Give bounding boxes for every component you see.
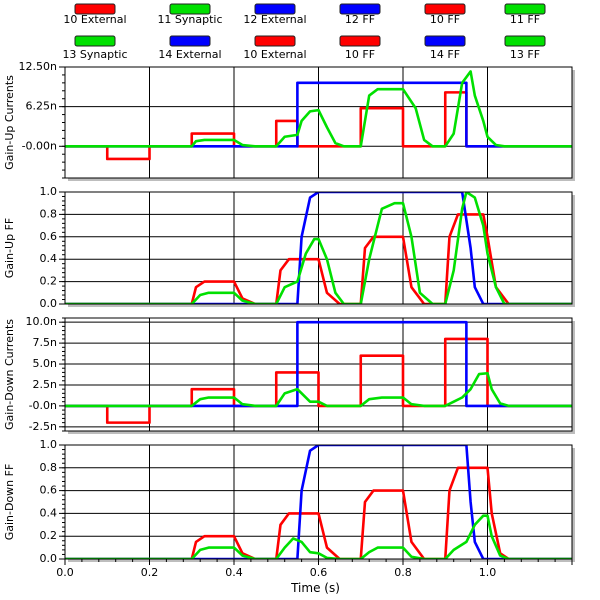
series-line (65, 445, 572, 559)
legend-label: 13 FF (510, 48, 540, 61)
legend-label: 12 External (243, 13, 306, 26)
y-tick-label: 0.4 (40, 506, 58, 519)
y-tick-label: 0.2 (40, 275, 58, 288)
x-tick-label: 1.0 (479, 566, 497, 579)
legend-swatch (254, 3, 296, 15)
y-tick-label: 0.8 (40, 207, 58, 220)
y-axis-label: Gain-Up FF (3, 218, 16, 278)
legend-swatch (254, 35, 296, 47)
legend-swatch (169, 35, 211, 47)
legend-swatch (74, 35, 116, 47)
legend-swatch (424, 3, 466, 15)
legend-swatch (504, 35, 546, 47)
legend-item: 12 FF (339, 3, 381, 26)
legend-item: 10 FF (339, 35, 381, 61)
series-line (65, 91, 572, 161)
y-axis-label: Gain-Up Currents (3, 75, 16, 170)
legend-label: 14 FF (430, 48, 460, 61)
legend-item: 12 External (243, 3, 307, 26)
legend-item: 11 FF (504, 3, 546, 26)
series-line (65, 70, 572, 148)
y-tick-label: -0.0n (29, 399, 57, 412)
legend-swatch (424, 35, 466, 47)
legend-label: 13 Synaptic (62, 48, 127, 61)
panel-frame (64, 191, 573, 305)
x-tick-label: 0.0 (56, 566, 74, 579)
y-tick-label: 12.50n (19, 60, 57, 73)
y-tick-label: 1.0 (40, 438, 58, 451)
legend-item: 13 FF (504, 35, 546, 61)
y-tick-label: -2.5n (29, 420, 57, 433)
legend-item: 10 External (63, 3, 127, 26)
legend-item: 14 External (158, 35, 222, 61)
series-line (65, 213, 572, 304)
legend-label: 12 FF (345, 13, 375, 26)
legend-label: 10 External (63, 13, 126, 26)
legend-swatch (339, 35, 381, 47)
y-axis-label: Gain-Down FF (3, 464, 16, 541)
chart-panel-4: 0.0 0.2 0.4 0.6 0.8 1.0 Gain-Down FF 0.0 0.2 0.4 0… (3, 438, 575, 595)
y-tick-label: 0.0 (40, 297, 58, 310)
chart-panel-3: -2.5n -0.0n 2.5n 5.0n 7.5n 10.0n Gain-Down Cur… (3, 315, 575, 434)
legend-item: 14 FF (424, 35, 466, 61)
y-tick-label: 6.25n (26, 100, 57, 113)
y-tick-label: 0.6 (40, 484, 58, 497)
panel-frame (64, 66, 573, 179)
y-tick-label: 2.5n (33, 378, 57, 391)
y-tick-label: 0.4 (40, 252, 58, 265)
legend-item: 10 FF (424, 3, 466, 26)
series-line (65, 514, 572, 559)
series-line (65, 371, 572, 408)
legend-label: 11 FF (510, 13, 540, 26)
y-tick-label: 0.8 (40, 461, 58, 474)
legend-item: 11 Synaptic (157, 3, 223, 26)
x-tick-label: 0.4 (225, 566, 243, 579)
y-tick-label: 0.6 (40, 230, 58, 243)
legend-swatch (74, 3, 116, 15)
y-tick-label: 0.2 (40, 529, 58, 542)
legend-swatch (504, 3, 546, 15)
y-tick-label: 0.0 (40, 552, 58, 565)
legend-label: 11 Synaptic (157, 13, 222, 26)
y-tick-label: 5.0n (33, 357, 57, 370)
chart-panel-2: 0.0 0.2 0.4 0.6 0.8 1.0 Gain-Up FF (3, 185, 575, 310)
panel-frame (64, 317, 573, 432)
y-tick-label: -0.00n (22, 139, 57, 152)
legend-item: 13 Synaptic (62, 35, 128, 61)
y-tick-label: 7.5n (33, 336, 57, 349)
legend-label: 14 External (158, 48, 221, 61)
series-line (65, 192, 572, 304)
legend-swatch (339, 3, 381, 15)
y-tick-label: 1.0 (40, 185, 58, 198)
legend-label: 10 External (243, 48, 306, 61)
x-tick-label: 0.6 (310, 566, 328, 579)
legend-swatch (169, 3, 211, 15)
x-tick-label: 0.2 (141, 566, 159, 579)
series-line (65, 466, 572, 559)
legend-label: 10 FF (345, 48, 375, 61)
y-axis-label: Gain-Down Currents (3, 319, 16, 430)
legend-item: 10 External (243, 35, 307, 61)
legend-label: 10 FF (430, 13, 460, 26)
y-tick-label: 10.0n (26, 315, 57, 328)
x-tick-label: 0.8 (394, 566, 412, 579)
x-axis-label: Time (s) (290, 581, 340, 595)
